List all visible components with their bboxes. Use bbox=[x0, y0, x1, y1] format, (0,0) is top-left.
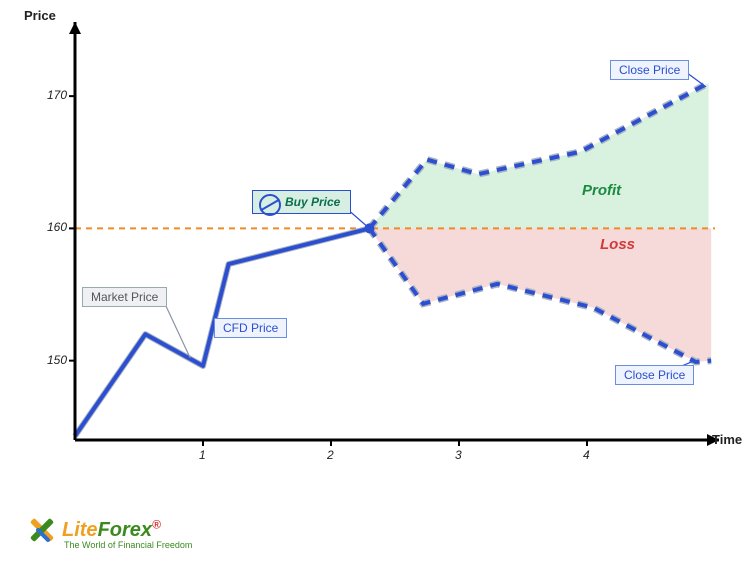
cfd-price-chart bbox=[0, 0, 750, 562]
close-price-top-callout: Close Price bbox=[610, 60, 689, 80]
cfd-price-callout: CFD Price bbox=[214, 318, 287, 338]
x-tick: 3 bbox=[455, 448, 462, 462]
registered-icon: ® bbox=[152, 517, 161, 531]
market-price-label: Market Price bbox=[91, 290, 158, 304]
buy-price-label: Buy Price bbox=[285, 195, 340, 209]
x-tick: 2 bbox=[327, 448, 334, 462]
market-price-callout: Market Price bbox=[82, 287, 167, 307]
profit-loss-areas bbox=[369, 83, 711, 362]
buy-price-callout: Buy Price bbox=[252, 190, 351, 214]
x-tick: 1 bbox=[199, 448, 206, 462]
close-price-bottom-callout: Close Price bbox=[615, 365, 694, 385]
loss-region-label: Loss bbox=[600, 236, 635, 253]
buy-point bbox=[364, 223, 374, 233]
close-price-bottom-label: Close Price bbox=[624, 368, 685, 382]
profit-region-label: Profit bbox=[582, 182, 621, 199]
logo-text-forex: Forex bbox=[98, 519, 152, 541]
y-tick: 160 bbox=[27, 220, 67, 234]
y-tick: 170 bbox=[27, 88, 67, 102]
x-tick: 4 bbox=[583, 448, 590, 462]
liteforex-logo: LiteForex® The World of Financial Freedo… bbox=[28, 517, 192, 550]
logo-text-lite: Lite bbox=[62, 519, 98, 541]
x-axis-label: Time bbox=[712, 432, 742, 447]
y-tick: 150 bbox=[27, 353, 67, 367]
logo-mark-icon bbox=[28, 517, 60, 549]
cfd-price-label: CFD Price bbox=[223, 321, 278, 335]
y-axis-label: Price bbox=[24, 8, 56, 23]
logo-text: LiteForex® bbox=[62, 519, 161, 541]
close-price-top-label: Close Price bbox=[619, 63, 680, 77]
target-icon bbox=[259, 194, 281, 216]
